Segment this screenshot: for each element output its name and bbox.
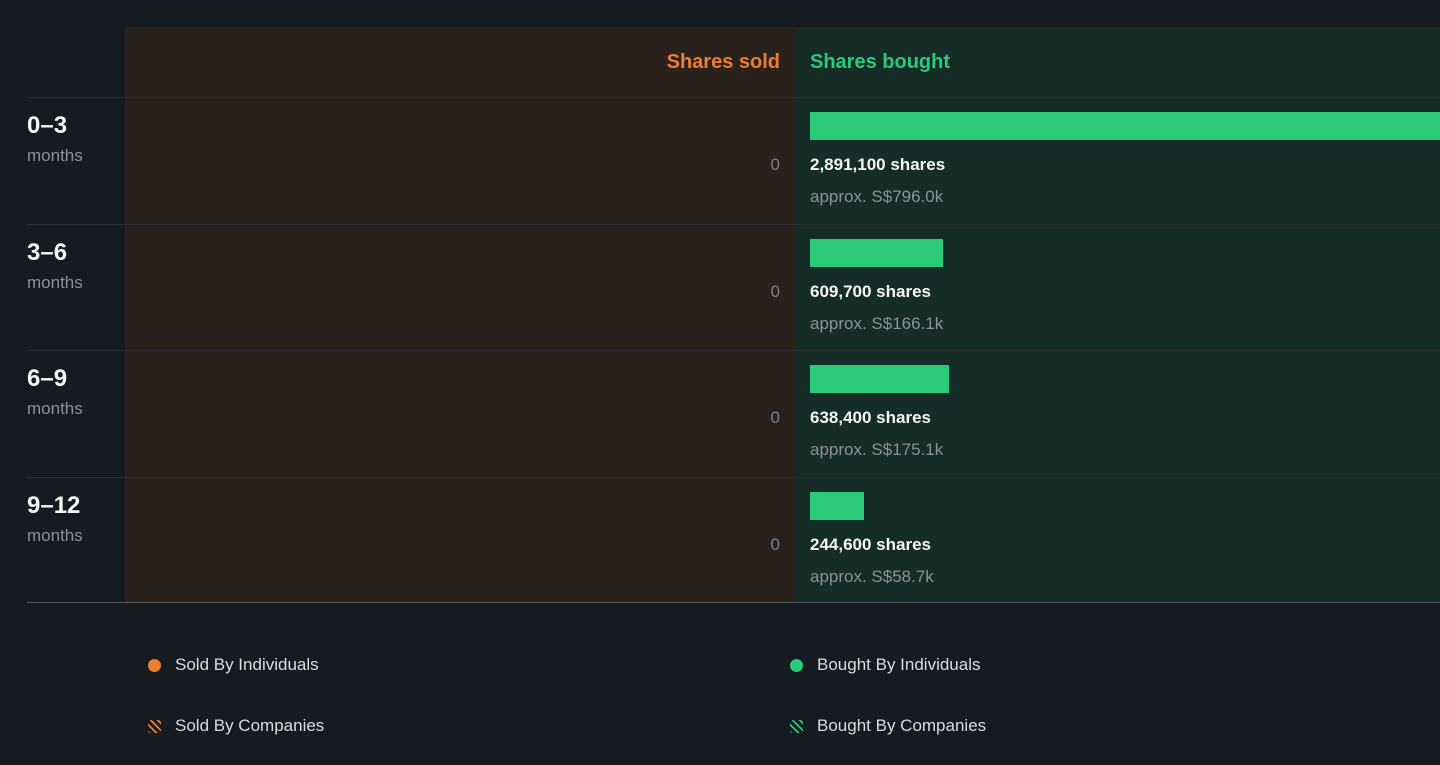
legend-sold-by-companies[interactable]: Sold By Companies xyxy=(148,716,790,736)
approx-value-text: approx. S$796.0k xyxy=(810,187,944,206)
period-unit-text: months xyxy=(27,525,83,545)
shares-sold-header: Shares sold xyxy=(125,27,796,97)
bar-track xyxy=(810,112,1440,140)
legend-label: Sold By Individuals xyxy=(175,655,319,674)
sold-cell: 0 xyxy=(125,224,796,350)
bought-companies-swatch-icon xyxy=(790,719,803,733)
bought-bar[interactable] xyxy=(810,365,950,393)
chart-row-6-9-months: 6–9 months 0 638,400 shares approx. S$17… xyxy=(27,350,1440,477)
bought-bar[interactable] xyxy=(810,238,943,267)
approx-value-text: approx. S$175.1k xyxy=(810,440,944,459)
period-text: 9–12 xyxy=(27,491,81,519)
bought-bar[interactable] xyxy=(810,491,864,520)
shares-count-text: 244,600 shares xyxy=(810,534,931,554)
period-text: 6–9 xyxy=(27,365,68,392)
sold-value: 0 xyxy=(770,534,780,554)
period-text: 0–3 xyxy=(27,112,68,139)
sold-cell: 0 xyxy=(125,477,796,602)
insider-trading-chart: Shares sold Shares bought 0–3 months 0 2… xyxy=(27,27,1440,603)
bar-track xyxy=(810,491,1440,520)
sold-cell: 0 xyxy=(125,98,796,224)
shares-count-text: 638,400 shares xyxy=(810,408,931,427)
chart-row-9-12-months: 9–12 months 0 244,600 shares approx. S$5… xyxy=(27,476,1440,603)
header-spacer xyxy=(27,27,125,97)
period-unit-text: months xyxy=(27,399,83,418)
bought-bar[interactable] xyxy=(810,112,1440,140)
bought-individuals-swatch-icon xyxy=(790,658,803,672)
legend-label: Sold By Companies xyxy=(175,716,325,735)
legend-bought-by-companies[interactable]: Bought By Companies xyxy=(790,716,1440,736)
bar-track xyxy=(810,365,1440,393)
shares-count-text: 609,700 shares xyxy=(810,281,931,301)
chart-header: Shares sold Shares bought xyxy=(27,27,1440,97)
row-period-label: 9–12 months xyxy=(27,478,125,603)
bought-cell: 638,400 shares approx. S$175.1k xyxy=(796,351,1440,477)
sold-cell: 0 xyxy=(125,351,796,477)
chart-row-0-3-months: 0–3 months 0 2,891,100 shares approx. S$… xyxy=(27,97,1440,224)
chart-row-3-6-months: 3–6 months 0 609,700 shares approx. S$16… xyxy=(27,223,1440,351)
shares-count-text: 2,891,100 shares xyxy=(810,155,946,174)
bought-cell: 244,600 shares approx. S$58.7k xyxy=(796,477,1440,602)
period-unit-text: months xyxy=(27,272,83,292)
sold-individuals-swatch-icon xyxy=(148,658,161,672)
legend-label: Bought By Companies xyxy=(817,716,987,735)
sold-companies-swatch-icon xyxy=(148,719,161,733)
row-period-label: 0–3 months xyxy=(27,98,125,224)
sold-value: 0 xyxy=(770,155,780,174)
row-period-label: 3–6 months xyxy=(27,225,125,351)
legend-label: Bought By Individuals xyxy=(817,655,981,674)
legend-bought-by-individuals[interactable]: Bought By Individuals xyxy=(790,655,1440,675)
sold-value: 0 xyxy=(770,408,780,427)
period-text: 3–6 xyxy=(27,238,68,266)
sold-value: 0 xyxy=(770,281,780,301)
shares-bought-header: Shares bought xyxy=(796,27,1440,97)
approx-value-text: approx. S$58.7k xyxy=(810,566,934,586)
bought-cell: 609,700 shares approx. S$166.1k xyxy=(796,224,1440,350)
shares-bought-header-label: Shares bought xyxy=(810,50,951,73)
bought-cell: 2,891,100 shares approx. S$796.0k xyxy=(796,98,1440,224)
period-unit-text: months xyxy=(27,146,83,165)
legend-sold-by-individuals[interactable]: Sold By Individuals xyxy=(148,655,790,675)
approx-value-text: approx. S$166.1k xyxy=(810,313,944,333)
row-period-label: 6–9 months xyxy=(27,351,125,477)
shares-sold-header-label: Shares sold xyxy=(666,50,780,73)
bar-track xyxy=(810,238,1440,267)
chart-legend: Sold By Individuals Bought By Individual… xyxy=(148,655,1440,736)
